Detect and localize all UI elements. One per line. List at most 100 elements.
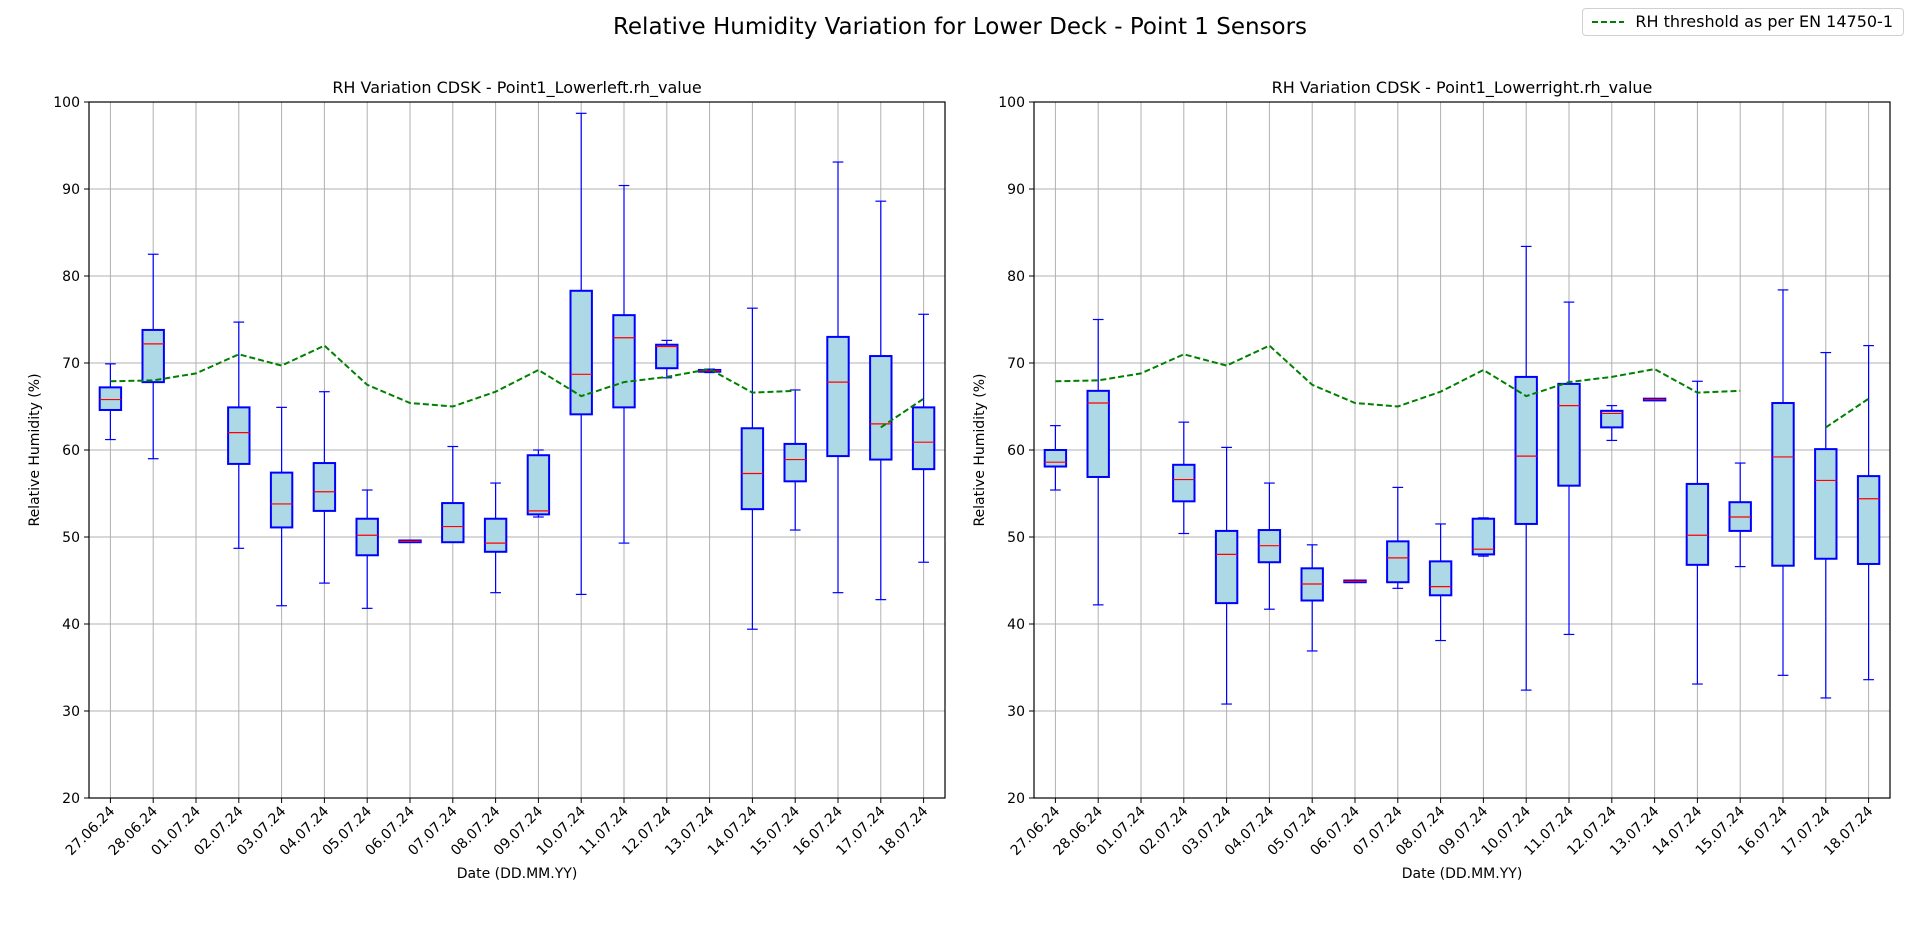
y-tick-label: 70 (62, 356, 80, 372)
y-tick-label: 70 (1007, 356, 1025, 372)
iqr-box (1685, 482, 1710, 566)
box-15.07.24 (1728, 462, 1752, 568)
iqr-box (1856, 475, 1881, 565)
y-tick-label: 30 (1007, 704, 1025, 720)
iqr-box (1086, 389, 1110, 478)
y-tick-label: 20 (62, 791, 80, 807)
iqr-box (441, 502, 465, 544)
iqr-box (1557, 382, 1581, 487)
y-tick-label: 40 (1007, 617, 1025, 633)
box-09.07.24 (526, 449, 551, 518)
iqr-box (1814, 448, 1838, 560)
iqr-box (740, 427, 765, 511)
chart-title: RH Variation CDSK - Point1_Lowerleft.rh_… (332, 78, 701, 98)
box-05.07.24 (355, 489, 379, 609)
box-28.06.24 (141, 253, 165, 460)
iqr-box (655, 343, 679, 370)
figure-title: Relative Humidity Variation for Lower De… (612, 14, 1308, 40)
iqr-box (526, 454, 551, 516)
box-14.07.24 (1685, 380, 1710, 685)
box-18.07.24 (1856, 345, 1881, 681)
y-tick-label: 80 (1007, 269, 1025, 285)
iqr-box (1514, 375, 1538, 525)
box-13.07.24 (1642, 397, 1667, 402)
box-27.06.24 (98, 363, 123, 441)
box-11.07.24 (1557, 301, 1581, 636)
box-08.07.24 (483, 482, 508, 594)
box-05.07.24 (1300, 544, 1324, 652)
iqr-box (911, 406, 936, 471)
iqr-box (1172, 463, 1196, 503)
y-tick-label: 20 (1007, 791, 1025, 807)
box-04.07.24 (1257, 482, 1282, 610)
iqr-box (141, 328, 165, 384)
iqr-box (569, 289, 593, 416)
y-tick-label: 100 (998, 95, 1025, 111)
legend-label: RH threshold as per EN 14750-1 (1635, 12, 1893, 31)
box-10.07.24 (1514, 245, 1538, 691)
chart-panel-1: 203040506070809010027.06.2428.06.2401.07… (27, 78, 946, 882)
box-14.07.24 (740, 307, 765, 630)
y-tick-label: 50 (62, 530, 80, 546)
iqr-box (612, 314, 636, 409)
iqr-box (869, 355, 893, 461)
y-tick-label: 80 (62, 269, 80, 285)
box-16.07.24 (826, 161, 850, 594)
box-04.07.24 (312, 391, 337, 584)
y-tick-label: 60 (62, 443, 80, 459)
box-17.07.24 (869, 200, 893, 601)
box-18.07.24 (911, 313, 936, 563)
y-tick-label: 40 (62, 617, 80, 633)
x-axis-label: Date (DD.MM.YY) (457, 866, 578, 882)
box-12.07.24 (655, 339, 679, 379)
box-15.07.24 (783, 389, 807, 531)
iqr-box (1600, 409, 1624, 429)
iqr-box (1428, 560, 1453, 597)
box-28.06.24 (1086, 318, 1110, 606)
box-06.07.24 (1343, 579, 1367, 584)
iqr-box (312, 462, 337, 512)
threshold-line (110, 344, 796, 408)
iqr-box (98, 386, 123, 411)
iqr-box (783, 442, 807, 483)
iqr-box (1043, 449, 1068, 468)
box-11.07.24 (612, 184, 636, 544)
iqr-box (1214, 529, 1239, 605)
box-02.07.24 (1172, 421, 1196, 535)
iqr-box (826, 335, 850, 458)
box-17.07.24 (1814, 351, 1838, 699)
y-axis-label: Relative Humidity (%) (27, 373, 43, 526)
x-axis-label: Date (DD.MM.YY) (1402, 866, 1523, 882)
y-axis-label: Relative Humidity (%) (972, 373, 988, 526)
y-tick-label: 90 (62, 182, 80, 198)
iqr-box (1471, 517, 1496, 556)
box-07.07.24 (441, 445, 465, 544)
chart-panel-2: 203040506070809010027.06.2428.06.2401.07… (972, 78, 1891, 882)
box-07.07.24 (1386, 486, 1410, 589)
y-tick-label: 60 (1007, 443, 1025, 459)
box-03.07.24 (269, 406, 294, 607)
iqr-box (355, 517, 379, 557)
legend: RH threshold as per EN 14750-1 (1582, 8, 1904, 36)
chart-title: RH Variation CDSK - Point1_Lowerright.rh… (1272, 78, 1653, 98)
y-tick-label: 90 (1007, 182, 1025, 198)
box-16.07.24 (1771, 289, 1795, 676)
y-tick-label: 100 (53, 95, 80, 111)
legend-line-icon (1592, 20, 1625, 23)
y-tick-label: 30 (62, 704, 80, 720)
iqr-box (1386, 540, 1410, 584)
threshold-line (1825, 397, 1870, 429)
iqr-box (227, 406, 251, 465)
box-10.07.24 (569, 112, 593, 596)
box-03.07.24 (1214, 446, 1239, 705)
box-09.07.24 (1471, 517, 1496, 557)
iqr-box (1771, 402, 1795, 567)
box-27.06.24 (1043, 425, 1068, 491)
box-02.07.24 (227, 321, 251, 549)
threshold-line (1055, 344, 1741, 408)
y-tick-label: 50 (1007, 530, 1025, 546)
box-12.07.24 (1600, 405, 1624, 442)
iqr-box (269, 471, 294, 529)
box-06.07.24 (398, 539, 422, 544)
